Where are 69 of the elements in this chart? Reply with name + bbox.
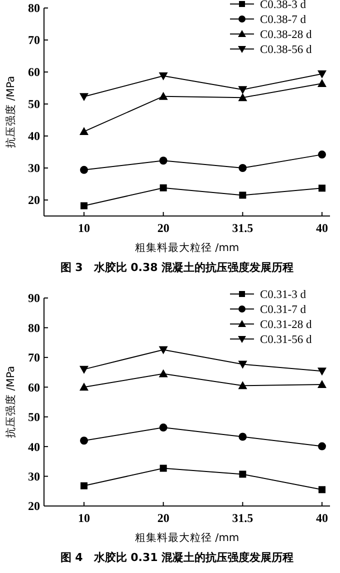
legend-label: C0.31-3 d <box>260 289 306 302</box>
y-tick-label: 60 <box>28 380 40 394</box>
point <box>159 424 168 432</box>
point <box>80 93 88 102</box>
y-axis-title: 抗压强度 /MPa <box>4 366 17 438</box>
point <box>239 192 246 199</box>
y-tick-label: 90 <box>28 291 40 306</box>
point <box>318 368 326 376</box>
y-tick-label: 50 <box>28 97 40 112</box>
legend-label: C0.38-56 d <box>260 44 312 56</box>
point <box>160 184 167 192</box>
y-tick-label: 20 <box>28 499 40 514</box>
point <box>159 156 168 165</box>
y-tick-label: 70 <box>28 350 40 365</box>
x-tick-label: 31.5 <box>232 511 254 525</box>
point <box>318 184 326 192</box>
point <box>158 346 168 354</box>
x-tick-label: 10 <box>78 221 90 235</box>
legend-label: C0.38-28 d <box>260 29 312 42</box>
point <box>80 202 88 210</box>
x-tick-label: 40 <box>316 511 328 525</box>
x-tick-label: 10 <box>78 511 90 525</box>
point <box>318 150 326 159</box>
point <box>80 366 88 374</box>
legend-label: C0.38-3 d <box>260 0 306 12</box>
point <box>318 442 326 450</box>
x-tick-label: 20 <box>157 511 170 525</box>
point <box>80 482 88 490</box>
x-tick-label: 31.5 <box>232 221 254 235</box>
x-axis-title: 粗集料最大粒径 /mm <box>134 531 240 544</box>
y-tick-label: 30 <box>28 469 40 484</box>
legend-label: C0.31-7 d <box>260 304 306 316</box>
point <box>80 382 88 391</box>
x-tick-label: 40 <box>316 221 328 235</box>
legend-label: C0.38-7 d <box>260 14 306 26</box>
point <box>238 93 248 102</box>
point <box>158 92 168 100</box>
y-tick-label: 80 <box>28 1 40 16</box>
point <box>318 486 326 494</box>
y-tick-label: 40 <box>28 440 40 454</box>
x-tick-label: 20 <box>157 221 170 235</box>
text: 图 3 水胶比 0.38 混凝土的抗压强度发展历程 <box>60 261 294 274</box>
y-tick-label: 70 <box>28 33 40 48</box>
y-tick-label: 30 <box>28 161 40 176</box>
point <box>80 166 88 174</box>
point <box>238 432 247 441</box>
point <box>158 72 168 80</box>
point <box>158 369 168 378</box>
point <box>238 360 248 369</box>
text: 图 4 水胶比 0.31 混凝土的抗压强度发展历程 <box>60 551 294 564</box>
y-tick-label: 20 <box>28 193 40 208</box>
legend-label: C0.31-28 d <box>260 319 312 332</box>
point <box>318 380 326 388</box>
legend-label: C0.31-56 d <box>260 334 312 346</box>
x-axis-title: 粗集料最大粒径 /mm <box>134 241 240 254</box>
y-tick-label: 50 <box>28 410 40 424</box>
y-tick-label: 40 <box>28 129 40 144</box>
point <box>239 470 246 478</box>
point <box>160 464 167 472</box>
point <box>80 436 88 445</box>
point <box>238 86 248 94</box>
point <box>318 79 326 88</box>
y-axis-title: 抗压强度 /MPa <box>4 76 17 148</box>
point <box>318 70 326 78</box>
point <box>238 164 247 172</box>
y-tick-label: 60 <box>28 65 40 80</box>
point <box>80 127 88 136</box>
y-tick-label: 80 <box>28 320 40 335</box>
point <box>238 381 248 390</box>
